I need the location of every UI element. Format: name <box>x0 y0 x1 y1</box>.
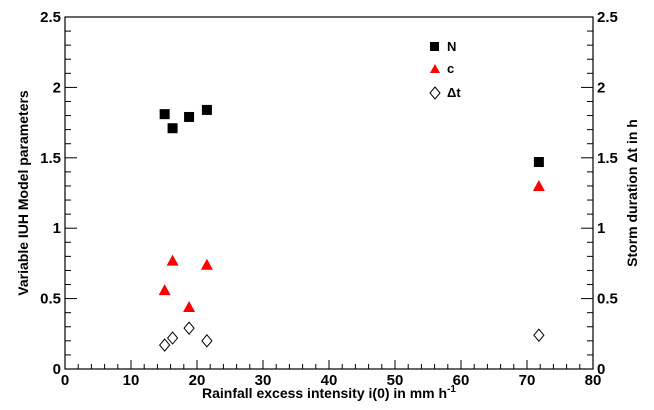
legend-label-N: N <box>447 39 456 54</box>
y-right-tick-label: 2.5 <box>597 9 618 26</box>
y-left-tick-label: 0 <box>53 361 61 378</box>
y-axis-title-right: Storm duration Δt in h <box>624 119 640 267</box>
data-marks <box>158 104 545 352</box>
y-left-tick-label: 2 <box>53 79 61 96</box>
x-axis-title: Rainfall excess intensity i(0) in mm h-1 <box>202 384 456 401</box>
x-tick-label: 20 <box>189 372 206 389</box>
x-tick-label: 0 <box>61 372 69 389</box>
x-tick-label: 70 <box>519 372 536 389</box>
y-axis-title-left: Variable IUH Model parameters <box>15 90 31 296</box>
data-point-N <box>184 111 195 122</box>
data-point-dt <box>201 334 213 348</box>
y-right-tick-label: 0.5 <box>597 291 618 308</box>
y-right-tick-label: 1 <box>597 220 605 237</box>
data-point-c <box>200 258 213 270</box>
legend-marker-N <box>430 42 439 51</box>
plot-frame <box>64 16 594 370</box>
data-point-dt <box>533 328 545 342</box>
legend-marker-dt <box>429 86 441 100</box>
axes: 0 10 20 30 40 50 60 70 800 00.5 0.51 11.5 1.52 22.5 2.… <box>40 9 618 389</box>
x-axis-title-text: Rainfall excess intensity i(0) in mm h <box>202 385 447 401</box>
data-point-N <box>201 104 212 115</box>
x-axis-title-superscript: -1 <box>447 384 456 395</box>
y-left-tick-label: 1 <box>53 220 61 237</box>
y-right-tick-label: 0 <box>597 361 605 378</box>
data-point-dt <box>166 331 179 345</box>
y-right-tick-label: 1.5 <box>597 150 618 167</box>
y-left-tick-label: 2.5 <box>40 9 61 26</box>
x-tick-label: 80 <box>585 372 602 389</box>
data-point-c <box>166 254 179 266</box>
data-point-N <box>533 157 544 168</box>
data-point-c <box>532 179 545 191</box>
data-point-c <box>183 301 196 313</box>
y-right-tick-label: 2 <box>597 79 605 96</box>
legend-label-c: c <box>447 61 454 76</box>
legend: N c Δt <box>429 39 461 100</box>
x-tick-label: 60 <box>453 372 470 389</box>
data-point-dt <box>159 338 171 352</box>
data-point-c <box>158 284 171 296</box>
x-tick-label: 50 <box>387 372 404 389</box>
data-point-N <box>159 109 170 120</box>
legend-label-dt: Δt <box>447 85 461 100</box>
y-left-tick-label: 0.5 <box>40 291 61 308</box>
data-point-dt <box>183 321 195 335</box>
x-tick-label: 40 <box>321 372 338 389</box>
x-tick-label: 10 <box>123 372 140 389</box>
x-tick-label: 30 <box>255 372 272 389</box>
y-left-tick-label: 1.5 <box>40 150 61 167</box>
data-point-N <box>167 123 178 134</box>
legend-marker-c <box>430 64 440 73</box>
